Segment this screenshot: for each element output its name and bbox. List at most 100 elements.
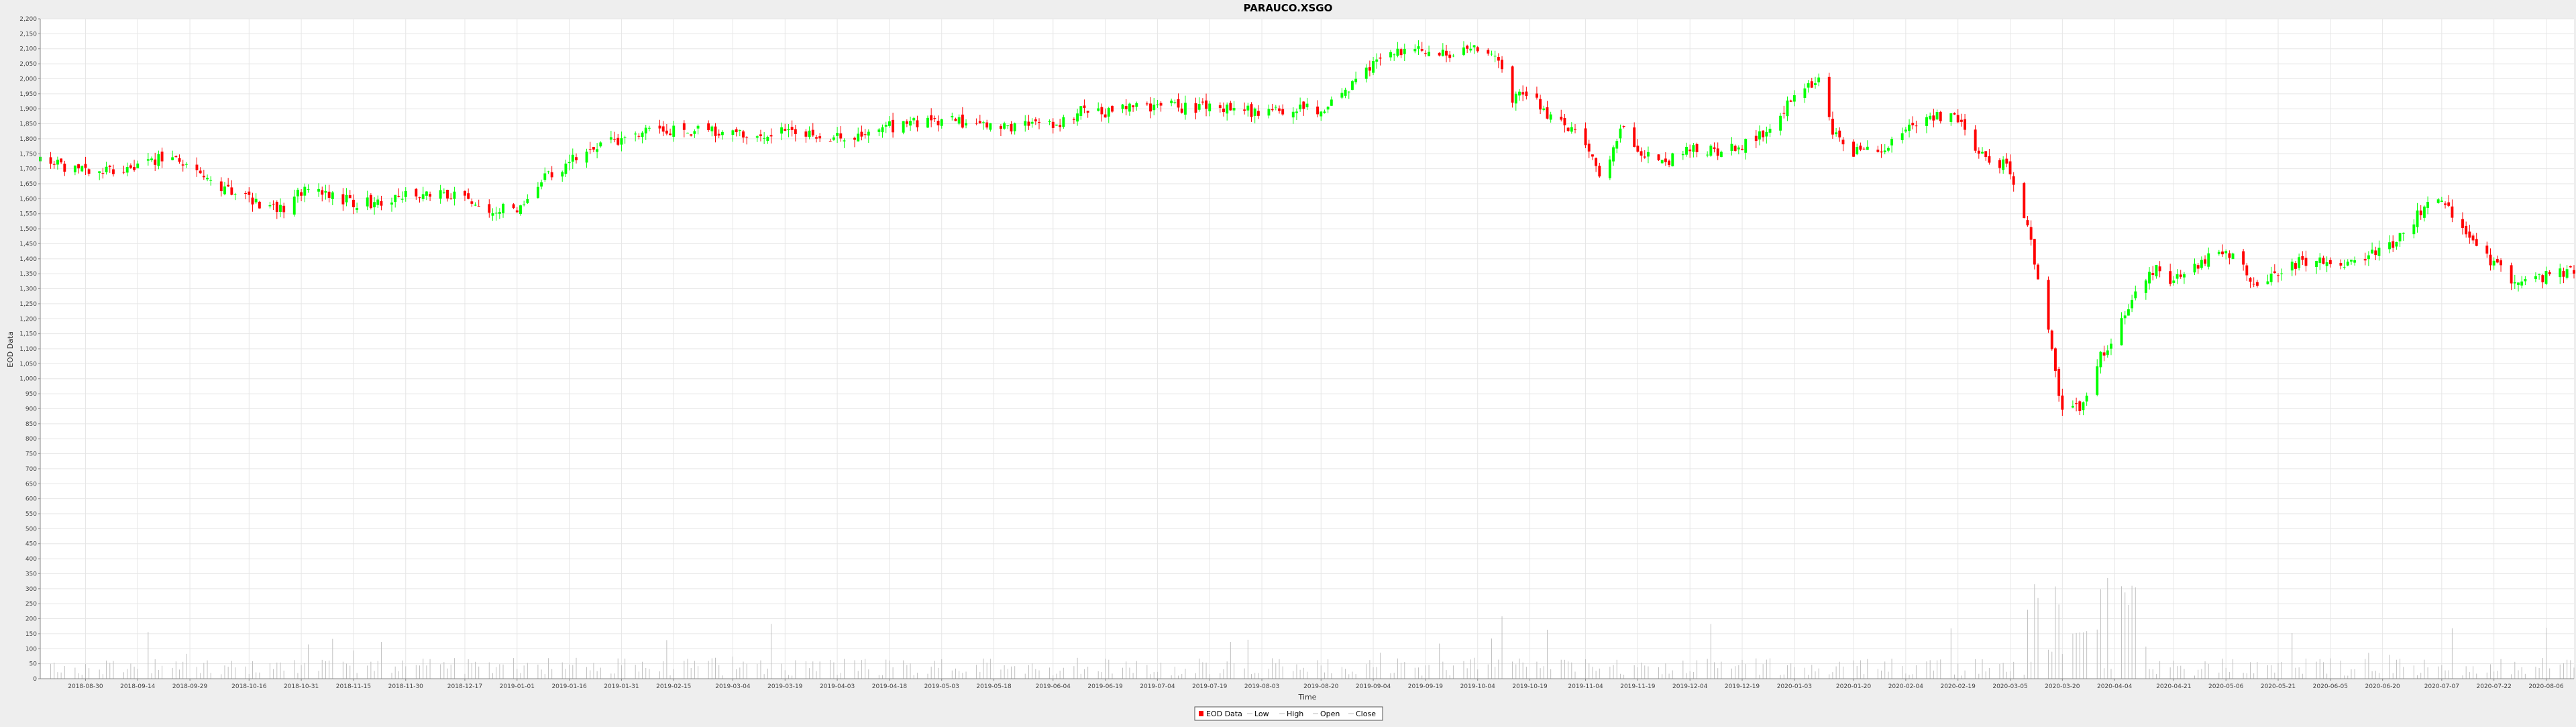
x-tick-label: 2020-06-05 bbox=[2313, 683, 2348, 690]
candle-body bbox=[710, 126, 714, 131]
candle-body bbox=[1030, 121, 1034, 124]
y-tick-label: 2,050 bbox=[19, 61, 37, 68]
candle-body bbox=[1183, 103, 1187, 115]
x-tick-label: 2020-05-21 bbox=[2261, 683, 2296, 690]
y-tick-label: 100 bbox=[25, 646, 37, 653]
y-tick-label: 400 bbox=[25, 556, 37, 563]
candle-body bbox=[665, 130, 668, 134]
y-tick-label: 1,200 bbox=[19, 316, 37, 323]
candle-body bbox=[1487, 50, 1490, 54]
x-tick-label: 2020-07-07 bbox=[2424, 683, 2459, 690]
candle-body bbox=[2029, 227, 2033, 240]
candle-body bbox=[1100, 107, 1104, 115]
candle-body bbox=[815, 137, 818, 139]
candle-body bbox=[122, 172, 125, 173]
candle-body bbox=[1180, 108, 1183, 113]
candle-body bbox=[1413, 48, 1417, 52]
candle-body bbox=[1476, 47, 1479, 52]
candle-body bbox=[1253, 108, 1256, 116]
candle-body bbox=[1274, 107, 1277, 108]
candle-body bbox=[738, 130, 741, 131]
x-tick-label: 2019-12-04 bbox=[1672, 683, 1708, 690]
candle-body bbox=[1640, 151, 1643, 156]
candle-body bbox=[415, 188, 418, 197]
x-tick-label: 2019-08-20 bbox=[1303, 683, 1339, 690]
candle-body bbox=[1988, 156, 1991, 163]
candle-body bbox=[498, 211, 501, 214]
candle-body bbox=[1566, 127, 1570, 131]
candle-body bbox=[453, 191, 456, 199]
candle-body bbox=[1622, 125, 1625, 127]
candle-body bbox=[766, 136, 769, 142]
candle-body bbox=[87, 169, 91, 174]
candle-body bbox=[2318, 257, 2322, 263]
candle-body bbox=[2367, 255, 2370, 260]
candle-body bbox=[112, 169, 115, 174]
candle-body bbox=[356, 208, 359, 211]
candle-body bbox=[2343, 266, 2346, 268]
y-tick-label: 1,700 bbox=[19, 166, 37, 173]
candle-body bbox=[2451, 206, 2454, 218]
candle-body bbox=[1514, 93, 1517, 104]
candle-body bbox=[957, 117, 961, 124]
candle-body bbox=[1417, 46, 1420, 49]
candle-body bbox=[1226, 104, 1229, 114]
candle-body bbox=[2057, 369, 2061, 396]
candle-body bbox=[1149, 103, 1152, 112]
candle-body bbox=[867, 131, 870, 136]
candle-body bbox=[1856, 147, 1859, 155]
candle-body bbox=[1372, 60, 1375, 73]
candle-body bbox=[759, 134, 762, 137]
y-tick-label: 700 bbox=[25, 466, 37, 473]
candle-body bbox=[1364, 67, 1368, 79]
candle-body bbox=[206, 178, 209, 180]
candle-body bbox=[2050, 330, 2053, 349]
candle-body bbox=[2496, 259, 2499, 263]
candle-body bbox=[2475, 239, 2478, 246]
legend-entry-label: Close bbox=[1356, 710, 1376, 718]
y-tick-label: 0 bbox=[33, 676, 37, 683]
candle-body bbox=[936, 121, 940, 125]
candle-body bbox=[1059, 125, 1062, 127]
candle-body bbox=[909, 121, 912, 126]
legend-entry-label: High bbox=[1287, 710, 1303, 718]
candle-body bbox=[1135, 103, 1138, 107]
candle-body bbox=[790, 127, 794, 130]
x-tick-label: 2019-09-19 bbox=[1408, 683, 1444, 690]
candle-body bbox=[60, 158, 63, 163]
candle-body bbox=[2350, 260, 2353, 262]
candle-body bbox=[1563, 118, 1566, 125]
y-tick-label: 1,950 bbox=[19, 91, 37, 98]
candle-body bbox=[735, 129, 738, 133]
candle-body bbox=[1852, 142, 1855, 157]
candle-body bbox=[1051, 121, 1055, 128]
candle-body bbox=[1121, 104, 1124, 109]
candle-body bbox=[2468, 231, 2471, 238]
candle-body bbox=[1977, 150, 1980, 154]
candle-body bbox=[985, 122, 989, 128]
candle-body bbox=[2012, 176, 2015, 185]
candle-body bbox=[1768, 128, 1772, 133]
y-tick-label: 1,900 bbox=[19, 106, 37, 113]
candle-body bbox=[536, 186, 539, 198]
candle-body bbox=[1368, 67, 1371, 71]
candle-body bbox=[1243, 109, 1246, 111]
y-tick-label: 1,250 bbox=[19, 301, 37, 308]
legend-entry-label: Open bbox=[1320, 710, 1340, 718]
candle-body bbox=[2465, 225, 2468, 235]
candle-body bbox=[1379, 57, 1382, 59]
candle-body bbox=[2538, 274, 2541, 275]
candle-body bbox=[2304, 258, 2308, 266]
y-axis-label: EOD Data bbox=[6, 331, 15, 368]
candle-body bbox=[2102, 352, 2106, 356]
y-tick-label: 1,300 bbox=[19, 286, 37, 293]
y-tick-label: 1,400 bbox=[19, 256, 37, 263]
candle-body bbox=[292, 197, 296, 215]
candle-body bbox=[1086, 111, 1089, 113]
candle-body bbox=[2127, 309, 2130, 316]
candle-body bbox=[2224, 251, 2228, 254]
candle-body bbox=[2517, 282, 2520, 285]
candle-body bbox=[1779, 115, 1782, 131]
y-tick-label: 2,000 bbox=[19, 76, 37, 82]
candle-body bbox=[707, 123, 710, 130]
